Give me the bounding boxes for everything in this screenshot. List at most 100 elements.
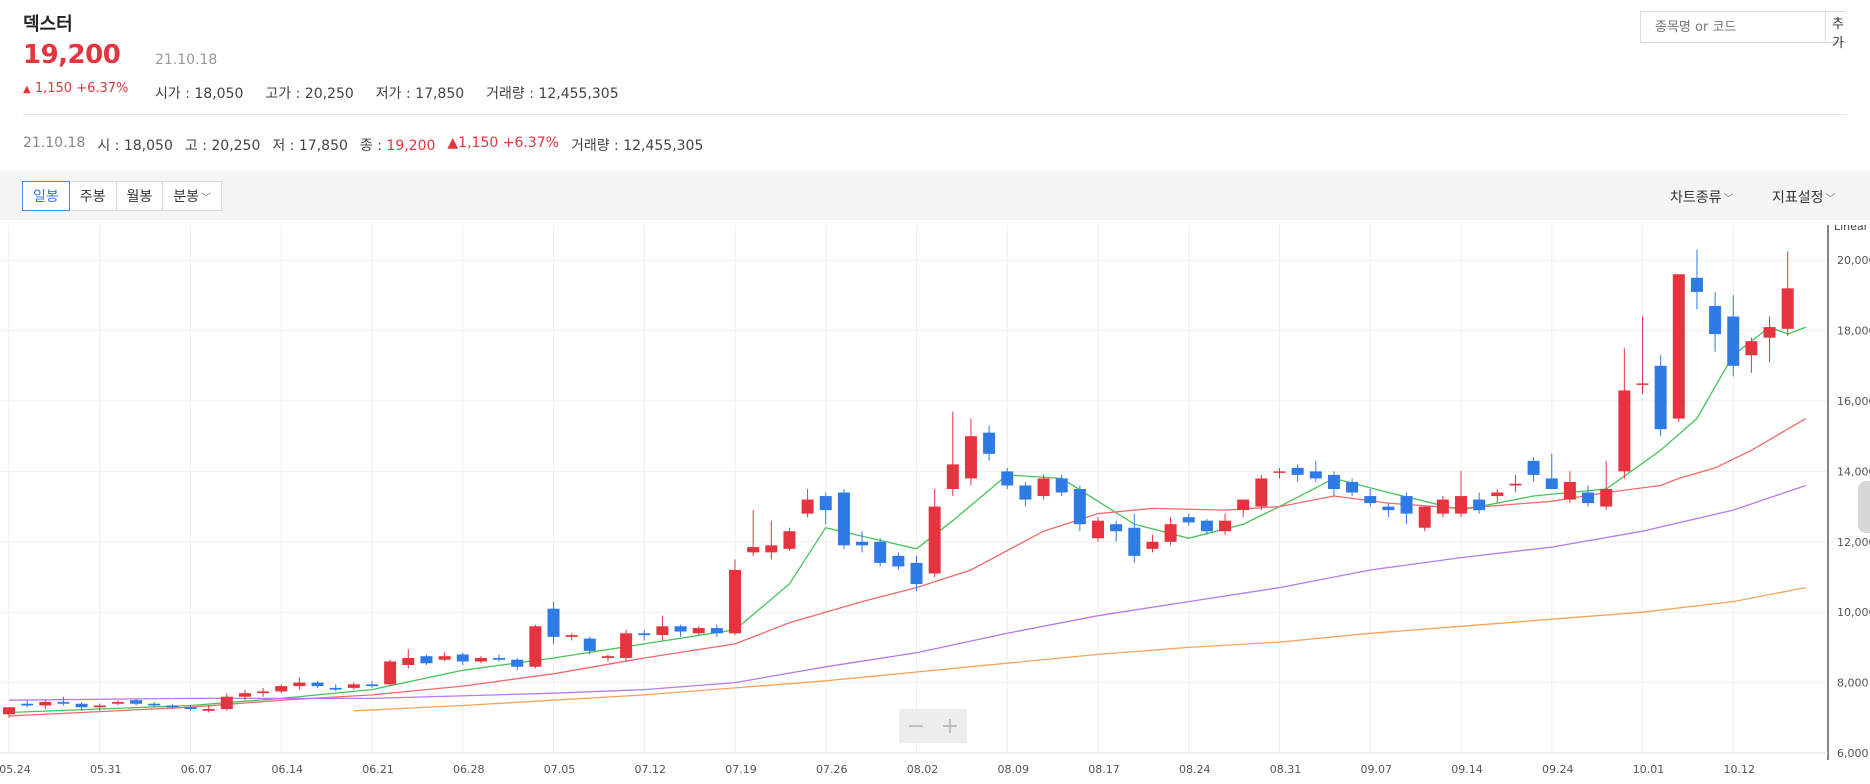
candle-body <box>1364 496 1377 504</box>
candle-body <box>275 686 288 692</box>
candle-body <box>293 682 306 687</box>
x-tick-label: 08.02 <box>907 763 939 776</box>
candle-body <box>1200 520 1213 532</box>
candle-body <box>456 654 469 662</box>
candle-body <box>39 701 52 706</box>
scale-label: Linear <box>1834 225 1869 233</box>
candle-body <box>184 707 197 709</box>
candle-body <box>674 626 687 632</box>
x-tick-label: 06.14 <box>272 763 304 776</box>
candle-body <box>366 684 378 687</box>
candle-body <box>1110 524 1123 532</box>
tab-monthly[interactable]: 월봉 <box>115 181 164 211</box>
candle-body <box>1055 478 1068 493</box>
y-tick-label: 6,000 <box>1837 747 1869 760</box>
candle-body <box>946 464 959 489</box>
candle-body <box>511 659 524 667</box>
candle-body <box>1273 471 1286 473</box>
candle-body <box>1727 316 1740 366</box>
candle-body <box>1509 483 1522 486</box>
change-percent: +6.37% <box>76 81 129 96</box>
candle-body <box>1455 496 1467 514</box>
zoom-in-button[interactable]: + <box>940 713 960 739</box>
candle-body <box>438 656 451 660</box>
candle-body <box>765 545 778 553</box>
candle-body <box>529 626 542 667</box>
candle-body <box>819 496 832 511</box>
candle-body <box>547 608 560 637</box>
ohlc-change: ▲1,150 +6.37% <box>447 135 559 151</box>
candle-body <box>57 701 70 704</box>
chart-type-dropdown[interactable]: 차트종류 ﹀ <box>1670 190 1734 206</box>
candle-body <box>1418 506 1431 528</box>
ma-line-ma120 <box>353 586 1806 712</box>
quote-date: 21.10.18 <box>155 52 218 68</box>
header-divider <box>23 114 1847 115</box>
search-input[interactable] <box>1641 12 1826 42</box>
candle-body <box>1001 471 1014 486</box>
candle-body <box>1763 327 1776 338</box>
ohlc-low: 저 : 17,850 <box>272 138 348 154</box>
add-button[interactable]: 추가 <box>1826 12 1850 51</box>
candle-body <box>565 635 578 637</box>
candle-body <box>1309 471 1322 479</box>
tab-weekly[interactable]: 주봉 <box>68 181 117 211</box>
ohlc-volume: 거래량 : 12,455,305 <box>570 138 704 154</box>
candle-body <box>620 633 633 658</box>
stock-name: 덱스터 <box>23 14 73 35</box>
ohlc-high: 고 : 20,250 <box>184 138 261 154</box>
candle-body <box>1128 527 1141 556</box>
ohlc-open: 시 : 18,050 <box>97 138 173 154</box>
x-tick-label: 07.05 <box>544 763 576 776</box>
x-tick-label: 06.07 <box>181 763 213 776</box>
y-tick-label: 8,000 <box>1837 677 1869 690</box>
period-tabs: 일봉 주봉 월봉 분봉 ﹀ <box>22 181 223 211</box>
candle-body <box>75 703 88 708</box>
x-tick-label: 06.28 <box>453 763 485 776</box>
candle-body <box>928 506 941 574</box>
candle-body <box>148 703 161 706</box>
price-chart[interactable]: Linear 6,000 8,000 10,000 12,000 14,000 16,000… <box>0 225 1870 784</box>
chart-toolbar: 일봉 주봉 월봉 분봉 ﹀ 차트종류 ﹀ 지표설정 ﹀ <box>0 170 1870 220</box>
candle-body <box>983 432 996 454</box>
candle-body <box>1545 478 1558 489</box>
candle-body <box>1745 341 1758 356</box>
x-tick-label: 07.12 <box>635 763 667 776</box>
candle-body <box>1255 478 1268 507</box>
y-tick-label: 12,000 <box>1837 536 1870 549</box>
zoom-out-button[interactable]: − <box>906 713 926 739</box>
candle-body <box>1436 499 1449 514</box>
x-tick-label: 09.14 <box>1451 763 1483 776</box>
candle-body <box>311 682 324 687</box>
candle-body <box>402 657 415 665</box>
chevron-down-icon: ﹀ <box>1723 194 1734 205</box>
ohlc-close: 종 : 19,200 <box>359 138 436 154</box>
x-tick-label: 05.24 <box>0 763 31 776</box>
candle-body <box>856 541 869 546</box>
candle-body <box>1618 390 1631 472</box>
tab-minute[interactable]: 분봉 ﹀ <box>162 181 223 211</box>
candle-body <box>1400 496 1413 514</box>
candle-body <box>1600 489 1613 507</box>
candle-body <box>964 436 977 479</box>
candle-body <box>1182 517 1195 523</box>
up-arrow-icon: ▲ <box>23 84 31 95</box>
tab-daily[interactable]: 일봉 <box>22 181 70 211</box>
candle-body <box>910 562 923 585</box>
ohlc-bar: 21.10.18 시 : 18,050 고 : 20,250 저 : 17,85… <box>23 135 703 155</box>
candle-body <box>801 499 814 514</box>
side-panel-handle[interactable] <box>1858 481 1870 533</box>
candle-body <box>1327 474 1340 489</box>
indicator-dropdown[interactable]: 지표설정 ﹀ <box>1772 190 1836 206</box>
candle-body <box>329 687 342 690</box>
x-tick-label: 06.21 <box>362 763 394 776</box>
current-price: 19,200 <box>23 40 121 70</box>
candle-body <box>692 628 705 634</box>
candle-body <box>3 707 15 715</box>
x-tick-label: 08.17 <box>1088 763 1120 776</box>
x-tick-label: 08.09 <box>998 763 1030 776</box>
stat-low: 저가 : 17,850 <box>375 86 465 102</box>
candle-body <box>1164 524 1177 542</box>
x-tick-label: 07.19 <box>725 763 757 776</box>
candle-body <box>783 531 796 549</box>
